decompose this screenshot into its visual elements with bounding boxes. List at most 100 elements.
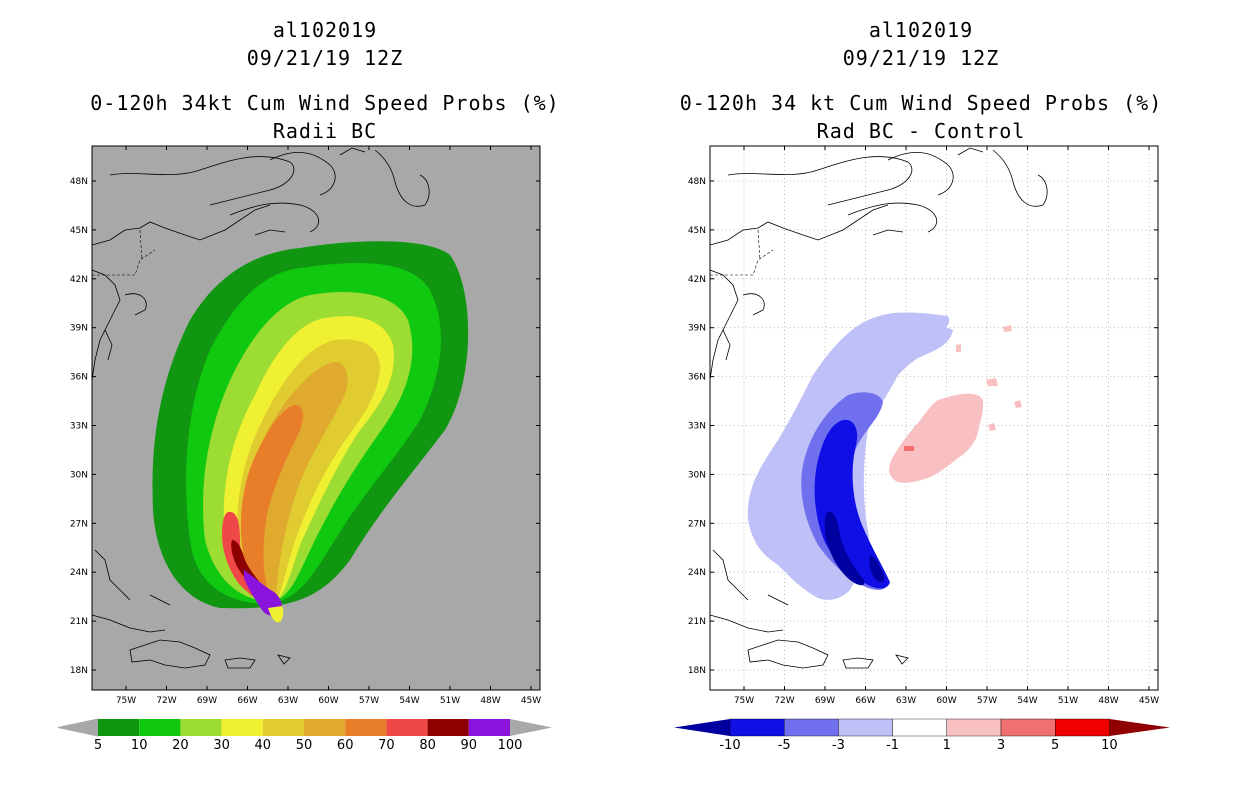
lat-tick-label: 21N: [688, 617, 706, 627]
diff-contour-plus1-f: [956, 344, 961, 352]
right-map: 75W 72W 69W 66W 63W 60W 57W 54W 51W 48W 45W 48N 45N 4…: [674, 145, 1170, 753]
left-colorbar: 5 10 20 30 40 50 60 70 80 90 100: [57, 718, 552, 753]
diff-contour-plus1-b: [988, 423, 996, 431]
right-storm-id: al102019: [868, 18, 974, 42]
colorbar-box: [946, 718, 1002, 737]
lon-tick-label: 57W: [359, 696, 379, 706]
colorbar-label: 40: [255, 738, 272, 753]
colorbar-label: 100: [498, 738, 523, 753]
lon-tick-label: 63W: [896, 696, 916, 706]
prob-contour-90: [244, 570, 282, 616]
lon-tick-label: 63W: [278, 696, 298, 706]
colorbar-label: 70: [378, 738, 395, 753]
colorbar-box: [468, 719, 510, 736]
diff-contour-minus10-b: [869, 556, 885, 583]
left-chart-title: 0-120h 34kt Cum Wind Speed Probs (%): [90, 91, 560, 115]
colorbar-box: [892, 718, 948, 737]
lat-tick-label: 39N: [70, 324, 88, 334]
lat-tick-label: 42N: [688, 275, 706, 285]
diff-contour-plus1-d: [1014, 400, 1022, 408]
lat-tick-label: 39N: [688, 324, 706, 334]
left-chart-subtitle: Radii BC: [272, 119, 378, 143]
lon-tick-label: 48W: [1098, 696, 1118, 706]
lat-tick-label: 33N: [688, 422, 706, 432]
colorbar-box: [427, 719, 469, 736]
state-borders-right: [710, 229, 774, 276]
colorbar-label: 60: [337, 738, 354, 753]
lon-tick-label: 72W: [156, 696, 176, 706]
lat-tick-label: 18N: [688, 666, 706, 676]
colorbar-label: 10: [1101, 738, 1118, 753]
lat-tick-label: 45N: [688, 226, 706, 236]
lon-tick-label: 54W: [399, 696, 419, 706]
colorbar-label: 20: [172, 738, 189, 753]
colorbar-label: 80: [419, 738, 436, 753]
lon-tick-label: 51W: [1058, 696, 1078, 706]
right-datetime: 09/21/19 12Z: [842, 46, 1000, 70]
right-map-frame: [709, 145, 1159, 691]
colorbar-label: 5: [1051, 738, 1059, 753]
right-chart-subtitle: Rad BC - Control: [816, 119, 1026, 143]
colorbar-label: 3: [997, 738, 1005, 753]
colorbar-box: [139, 719, 181, 736]
lon-tick-label: 45W: [1139, 696, 1159, 706]
lat-tick-label: 36N: [70, 373, 88, 383]
lat-tick-label: 24N: [688, 568, 706, 578]
prob-contour-70: [222, 511, 276, 607]
lon-tick-label: 51W: [440, 696, 460, 706]
lon-tick-label: 57W: [977, 696, 997, 706]
colorbar-low-arrow: [674, 719, 730, 736]
lon-tick-label: 48W: [480, 696, 500, 706]
left-map: 75W 72W 69W 66W 63W 60W 57W 54W 51W 48W 45W 48N 45N 4…: [57, 145, 552, 753]
colorbar-box: [98, 719, 140, 736]
colorbar-label: 10: [131, 738, 148, 753]
left-map-frame: [91, 145, 541, 691]
prob-edge: [268, 606, 284, 623]
lon-tick-label: 75W: [116, 696, 136, 706]
lon-tick-label: 60W: [936, 696, 956, 706]
lat-tick-label: 36N: [688, 373, 706, 383]
right-colorbar: -10 -5 -3 -1 1 3 5 10: [674, 718, 1170, 753]
left-datetime: 09/21/19 12Z: [246, 46, 404, 70]
right-panel: al102019 09/21/19 12Z 0-120h 34 kt Cum W…: [618, 0, 1236, 800]
lat-tick-label: 27N: [688, 519, 706, 529]
left-panel: al102019 09/21/19 12Z 0-120h 34kt Cum Wi…: [57, 18, 559, 753]
colorbar-label: 50: [296, 738, 313, 753]
lat-tick-label: 21N: [70, 617, 88, 627]
colorbar-box: [386, 719, 428, 736]
colorbar-box: [345, 719, 387, 736]
diff-contour-plus1-e: [1003, 325, 1012, 332]
lon-tick-label: 54W: [1017, 696, 1037, 706]
colorbar-box: [180, 719, 222, 736]
colorbar-high-arrow: [1109, 719, 1170, 736]
colorbar-box: [729, 718, 785, 737]
coastlines-right: [709, 147, 1048, 669]
colorbar-box: [1055, 718, 1110, 737]
lon-tick-label: 66W: [855, 696, 875, 706]
colorbar-box: [838, 718, 893, 737]
colorbar-box: [262, 719, 304, 736]
colorbar-box: [1000, 718, 1056, 737]
colorbar-box: [304, 719, 346, 736]
lon-tick-label: 66W: [237, 696, 257, 706]
colorbar-label: 30: [213, 738, 230, 753]
lat-tick-label: 27N: [70, 519, 88, 529]
diff-contour-plus3: [904, 446, 914, 451]
lat-tick-label: 24N: [70, 568, 88, 578]
lon-tick-label: 45W: [521, 696, 541, 706]
prob-contour-50: [244, 362, 348, 602]
lon-tick-label: 75W: [734, 696, 754, 706]
diff-contour-minus1-b: [869, 324, 953, 392]
lon-tick-label: 69W: [197, 696, 217, 706]
prob-contour-80: [231, 540, 275, 601]
colorbar-label: -10: [719, 738, 740, 753]
colorbar-box: [221, 719, 263, 736]
colorbar-high-arrow: [510, 719, 552, 736]
lat-tick-label: 30N: [688, 470, 706, 480]
left-storm-id: al102019: [272, 18, 378, 42]
colorbar-box: [783, 718, 839, 737]
left-axis-ticks: 75W 72W 69W 66W 63W 60W 57W 54W 51W 48W 45W 48N 45N 4…: [70, 146, 541, 706]
right-axis-ticks: 75W 72W 69W 66W 63W 60W 57W 54W 51W 48W 45W 48N 45N 4…: [688, 146, 1159, 706]
lat-tick-label: 48N: [70, 177, 88, 187]
lat-tick-label: 45N: [70, 226, 88, 236]
